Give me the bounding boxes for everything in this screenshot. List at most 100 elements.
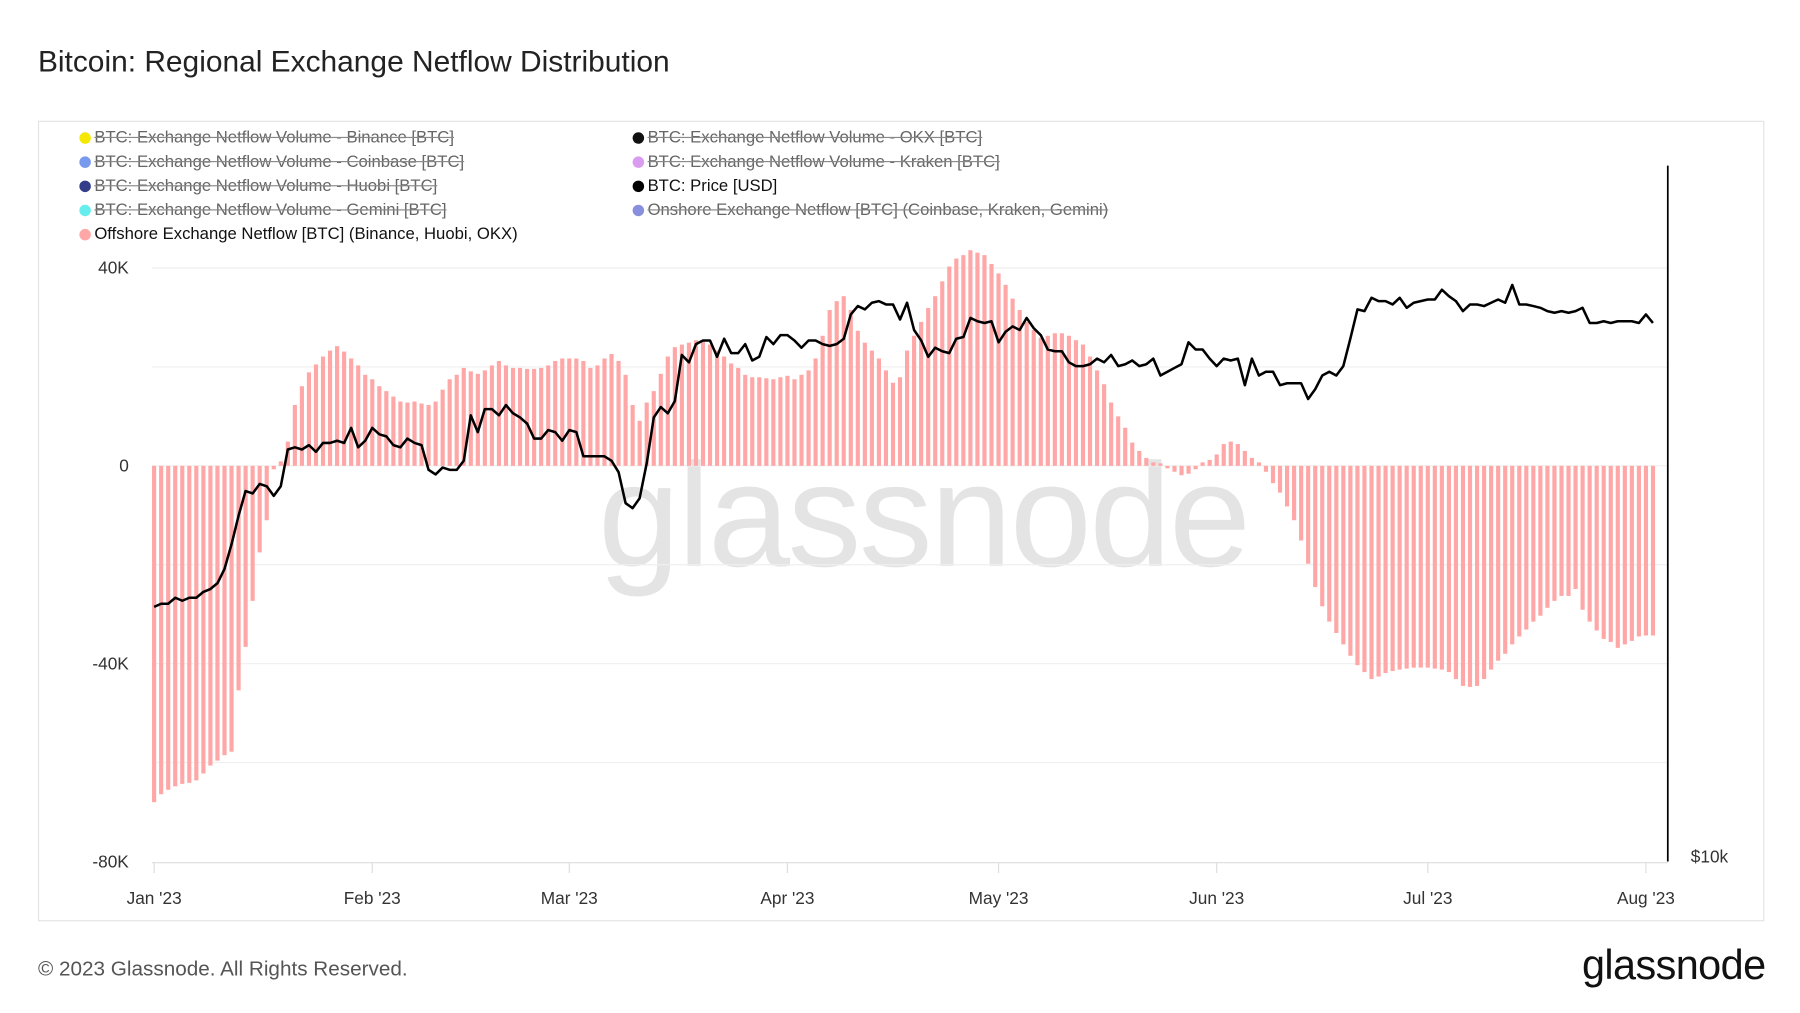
netflow-bar bbox=[1482, 465, 1487, 679]
netflow-bar bbox=[173, 465, 178, 787]
netflow-bar bbox=[278, 461, 283, 466]
legend-item[interactable]: BTC: Exchange Netflow Volume - Kraken [B… bbox=[632, 151, 1109, 175]
netflow-bar bbox=[236, 465, 241, 691]
netflow-bar bbox=[1341, 465, 1346, 645]
legend-dot-icon bbox=[79, 156, 91, 168]
netflow-bar bbox=[1439, 465, 1444, 670]
netflow-bar bbox=[1467, 465, 1473, 687]
netflow-bar bbox=[1650, 465, 1656, 636]
netflow-bar bbox=[1186, 465, 1191, 474]
legend-item[interactable]: BTC: Price [USD] bbox=[632, 175, 1109, 199]
netflow-bar bbox=[630, 404, 635, 466]
y-left-tick-label: 0 bbox=[119, 456, 129, 476]
netflow-bar bbox=[1158, 463, 1163, 466]
netflow-bar bbox=[609, 354, 614, 466]
netflow-bar bbox=[1010, 298, 1015, 466]
netflow-bar bbox=[1242, 450, 1247, 466]
netflow-bar bbox=[996, 273, 1001, 466]
netflow-bar bbox=[1087, 356, 1093, 466]
page-title: Bitcoin: Regional Exchange Netflow Distr… bbox=[37, 43, 670, 79]
netflow-bar bbox=[405, 402, 410, 466]
netflow-bar bbox=[377, 386, 382, 466]
netflow-bar bbox=[215, 465, 220, 761]
netflow-bar bbox=[1123, 427, 1128, 466]
legend-dot-icon bbox=[79, 180, 91, 193]
netflow-bar bbox=[1411, 465, 1416, 668]
netflow-bar bbox=[461, 367, 466, 466]
legend-dot-icon bbox=[632, 132, 645, 144]
netflow-bar bbox=[1299, 465, 1304, 541]
legend-item[interactable]: BTC: Exchange Netflow Volume - Binance [… bbox=[79, 127, 517, 151]
legend-item[interactable]: Offshore Exchange Netflow [BTC] (Binance… bbox=[79, 223, 518, 247]
netflow-bar bbox=[1552, 465, 1557, 601]
netflow-bar bbox=[356, 365, 361, 466]
legend-item[interactable]: BTC: Exchange Netflow Volume - Gemini [B… bbox=[79, 199, 517, 223]
netflow-bar bbox=[426, 404, 431, 466]
netflow-bar bbox=[1503, 465, 1508, 654]
netflow-bar bbox=[1404, 465, 1409, 669]
netflow-bar bbox=[1109, 402, 1114, 466]
legend-label: BTC: Exchange Netflow Volume - Gemini [B… bbox=[94, 201, 447, 220]
netflow-bar bbox=[686, 342, 691, 466]
y-left-tick-label: 40K bbox=[98, 258, 129, 278]
netflow-bar bbox=[1214, 454, 1219, 466]
netflow-bar bbox=[1116, 416, 1121, 466]
netflow-bar bbox=[1038, 337, 1043, 466]
watermark-logo: glassnode bbox=[598, 433, 1251, 599]
legend-item[interactable]: Onshore Exchange Netflow [BTC] (Coinbase… bbox=[632, 199, 1109, 223]
legend-label: Onshore Exchange Netflow [BTC] (Coinbase… bbox=[647, 201, 1109, 220]
netflow-bar bbox=[1144, 457, 1149, 466]
netflow-bar bbox=[1052, 333, 1057, 466]
netflow-bar bbox=[1531, 465, 1536, 622]
netflow-bar bbox=[510, 367, 516, 466]
legend-dot-icon bbox=[79, 228, 91, 241]
netflow-bar bbox=[947, 266, 952, 466]
netflow-bar bbox=[623, 374, 628, 466]
netflow-bar bbox=[1517, 465, 1522, 637]
netflow-bar bbox=[250, 465, 255, 601]
netflow-bar bbox=[1559, 465, 1564, 596]
legend-label: BTC: Exchange Netflow Volume - Huobi [BT… bbox=[94, 177, 438, 196]
legend-item[interactable]: BTC: Exchange Netflow Volume - Coinbase … bbox=[79, 151, 517, 175]
netflow-bar bbox=[335, 346, 340, 466]
netflow-bar bbox=[778, 377, 783, 466]
netflow-bar bbox=[658, 373, 663, 466]
netflow-bar bbox=[933, 296, 938, 466]
netflow-bar bbox=[736, 367, 741, 466]
netflow-bar bbox=[1059, 333, 1064, 466]
netflow-bar bbox=[1094, 370, 1100, 466]
legend-item[interactable]: BTC: Exchange Netflow Volume - OKX [BTC] bbox=[632, 127, 1109, 151]
netflow-bar bbox=[419, 403, 424, 466]
netflow-bar bbox=[1172, 465, 1177, 472]
netflow-bar bbox=[574, 358, 579, 466]
netflow-bar bbox=[848, 310, 853, 466]
netflow-bar bbox=[729, 363, 734, 466]
netflow-bar bbox=[222, 465, 227, 756]
netflow-bar bbox=[454, 374, 459, 466]
netflow-bar bbox=[771, 379, 776, 466]
netflow-bar bbox=[391, 396, 396, 466]
netflow-bar bbox=[1327, 465, 1332, 622]
netflow-bar bbox=[1397, 465, 1402, 670]
netflow-bar bbox=[257, 465, 262, 553]
netflow-bar bbox=[926, 308, 931, 466]
netflow-bar bbox=[1601, 465, 1606, 639]
netflow-bar bbox=[271, 465, 276, 470]
netflow-bar bbox=[912, 335, 917, 466]
netflow-bar bbox=[482, 370, 487, 466]
x-tick-label: Mar '23 bbox=[541, 888, 598, 908]
netflow-bar bbox=[1425, 465, 1430, 668]
netflow-bar bbox=[1228, 441, 1233, 466]
netflow-bar bbox=[1179, 465, 1184, 476]
netflow-bar bbox=[1165, 465, 1170, 469]
netflow-bar bbox=[651, 391, 656, 466]
netflow-bars bbox=[152, 250, 1656, 803]
netflow-bar bbox=[1235, 444, 1240, 466]
netflow-bar bbox=[412, 401, 417, 466]
netflow-bar bbox=[1615, 465, 1620, 648]
netflow-bar bbox=[1080, 344, 1086, 466]
netflow-bar bbox=[862, 342, 867, 466]
legend-item[interactable]: BTC: Exchange Netflow Volume - Huobi [BT… bbox=[79, 175, 517, 199]
netflow-bar bbox=[827, 310, 832, 466]
